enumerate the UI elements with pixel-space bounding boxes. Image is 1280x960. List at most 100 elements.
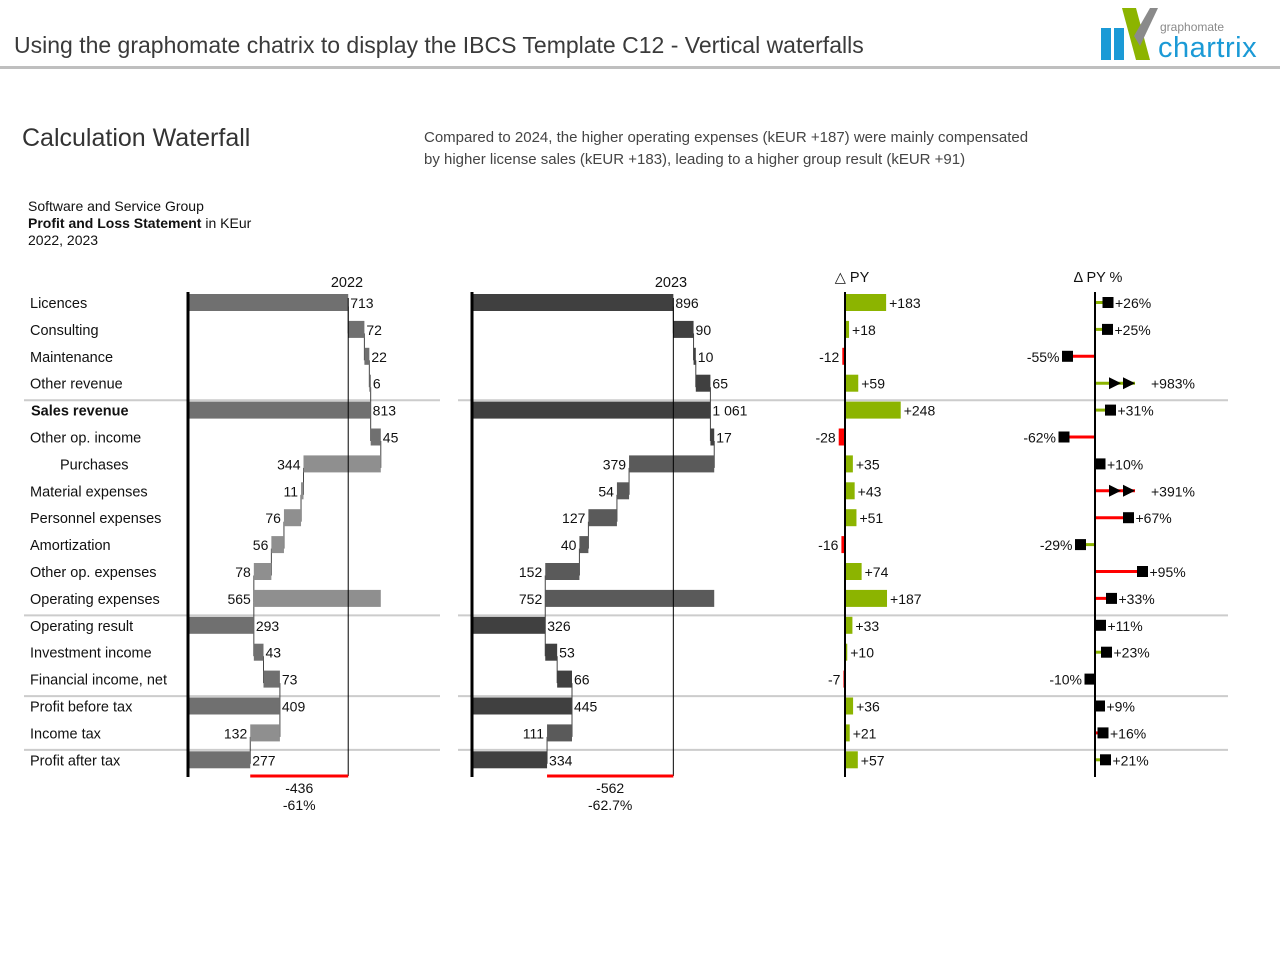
percent-label: +23% — [1114, 645, 1150, 661]
section-title: Calculation Waterfall — [22, 124, 251, 152]
bar-2023 — [545, 589, 715, 607]
pin-marker — [1106, 592, 1117, 604]
value-label: 445 — [574, 699, 598, 715]
value-label: 813 — [373, 403, 397, 419]
delta-label: +57 — [861, 752, 885, 768]
bar-2022 — [369, 374, 371, 392]
bar-2022 — [370, 428, 381, 446]
value-label: 11 — [283, 483, 298, 499]
value-label: 344 — [277, 456, 301, 472]
bar-2023 — [629, 455, 715, 473]
bar-2023 — [616, 482, 630, 500]
bar-2023 — [472, 294, 674, 311]
row-label: Amortization — [30, 538, 111, 554]
percent-label: +31% — [1118, 403, 1154, 419]
delta-bar — [845, 724, 850, 742]
value-label: 73 — [282, 672, 298, 688]
delta-label: -16 — [818, 537, 838, 553]
bar-2023 — [710, 428, 715, 446]
delta-label: +35 — [856, 456, 880, 472]
row-label: Material expenses — [30, 484, 148, 500]
subtitle-measure: Profit and Loss Statement in KEur — [28, 215, 251, 232]
chart-subtitle: Software and Service Group Profit and Lo… — [28, 198, 251, 249]
value-label: 54 — [598, 483, 614, 499]
bar-2022 — [283, 509, 302, 527]
delta-label: +183 — [889, 295, 921, 311]
value-label: 53 — [559, 645, 575, 661]
percent-label: +21% — [1113, 752, 1149, 768]
bar-2023 — [545, 563, 580, 580]
value-label: 713 — [350, 295, 374, 311]
bar-2022 — [364, 347, 370, 365]
delta-label: +59 — [861, 376, 885, 392]
header-divider — [0, 66, 1280, 69]
bar-2022 — [263, 670, 280, 688]
bar-2023 — [673, 320, 694, 338]
delta-label: +18 — [852, 322, 876, 338]
percent-label: +67% — [1136, 510, 1172, 526]
value-label: 152 — [519, 564, 543, 580]
delta-bar — [845, 401, 901, 419]
row-label: Personnel expenses — [30, 511, 161, 527]
delta-label: +187 — [890, 591, 922, 607]
delta-bar — [845, 589, 888, 607]
percent-label: -29% — [1040, 537, 1073, 553]
percent-label: -55% — [1027, 349, 1060, 365]
row-label: Financial income, net — [30, 673, 167, 689]
pin-marker — [1102, 297, 1114, 308]
value-label: 293 — [256, 618, 280, 634]
value-label: 22 — [371, 349, 387, 365]
value-label: 65 — [712, 376, 728, 392]
value-label: 565 — [227, 591, 251, 607]
value-label: 111 — [523, 725, 544, 741]
bar-2023 — [545, 643, 558, 661]
pin-marker — [1084, 673, 1096, 685]
delta-label: -28 — [815, 430, 835, 446]
row-label: Profit after tax — [30, 753, 121, 769]
value-label: 45 — [383, 430, 399, 446]
pin-marker — [1097, 727, 1109, 739]
value-label: 896 — [675, 295, 699, 311]
header-bar: Using the graphomate chatrix to display … — [0, 0, 1280, 70]
overflow-arrow-icon — [1123, 484, 1135, 497]
value-label: 132 — [224, 725, 248, 741]
subtitle-period: 2022, 2023 — [28, 232, 99, 248]
delta-bar — [845, 509, 857, 527]
percent-label: +16% — [1110, 725, 1146, 741]
pin-marker — [1094, 458, 1106, 470]
delta-bar — [842, 347, 845, 365]
gap-value: -562 — [596, 780, 624, 796]
pin-marker — [1058, 431, 1070, 443]
row-label: Purchases — [60, 457, 129, 473]
delta-bar — [845, 751, 858, 769]
value-label: 334 — [549, 752, 573, 768]
delta-label: +36 — [856, 699, 880, 715]
message-line-1: Compared to 2024, the higher operating e… — [424, 129, 1029, 146]
bar-2022 — [271, 536, 284, 554]
header-title: Using the graphomate chatrix to display … — [14, 32, 864, 58]
value-label: 752 — [519, 591, 543, 607]
gap-value: -436 — [285, 780, 313, 796]
value-label: 1 061 — [712, 403, 747, 419]
bar-2023 — [472, 697, 572, 715]
message-line-2: by higher license sales (kEUR +183), lea… — [424, 151, 966, 168]
bar-2022 — [301, 482, 304, 500]
delta-label: +74 — [865, 564, 889, 580]
row-label: Operating expenses — [30, 592, 160, 608]
bar-2022 — [253, 563, 272, 580]
delta-bar — [845, 697, 854, 715]
column-header-delta-percent: Δ PY % — [1074, 270, 1123, 286]
row-label: Other op. expenses — [30, 565, 157, 581]
value-label: 90 — [696, 322, 712, 338]
pin-marker — [1105, 404, 1116, 416]
value-label: 409 — [282, 699, 306, 715]
gap-percent: -61% — [283, 797, 316, 813]
row-label: Licences — [30, 296, 87, 312]
pin-marker — [1062, 350, 1073, 362]
delta-bar — [845, 616, 853, 634]
percent-label: +983% — [1151, 376, 1195, 392]
row-label: Income tax — [30, 726, 102, 742]
bar-2022 — [253, 589, 381, 607]
bar-2023 — [472, 401, 711, 419]
